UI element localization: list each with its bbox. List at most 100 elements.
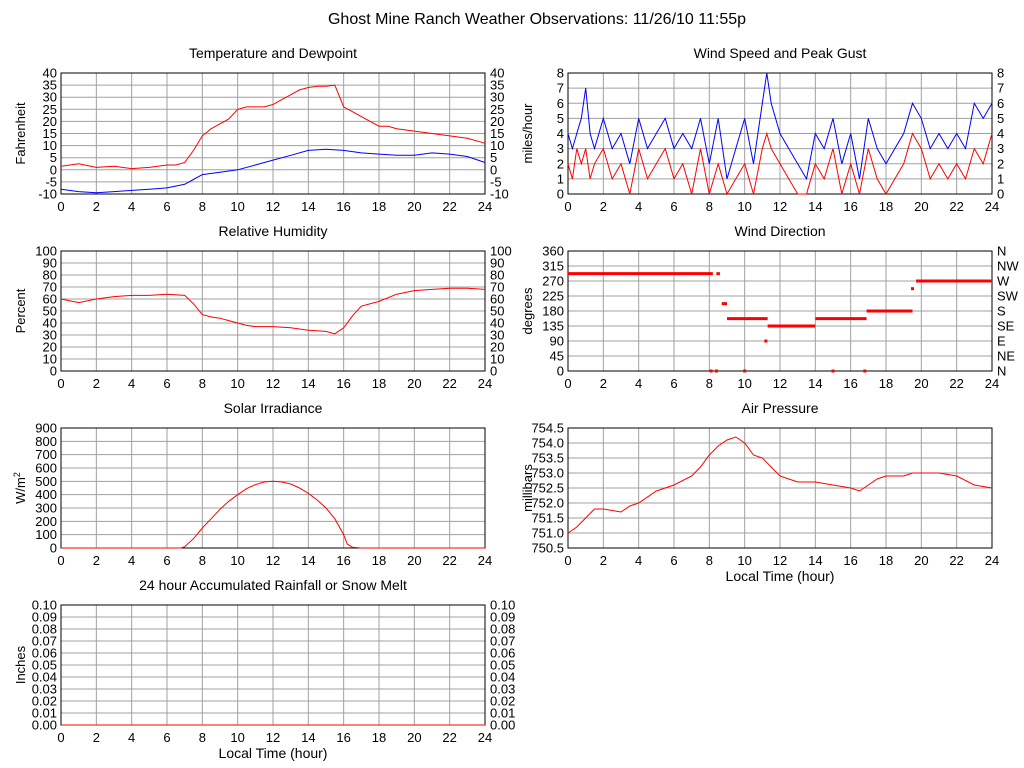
right-tick-label: 0	[490, 162, 497, 177]
y-tick-label: 3	[557, 141, 564, 156]
chart-title: Air Pressure	[741, 400, 818, 416]
x-tick-label: 4	[128, 553, 135, 568]
x-tick-label: 0	[57, 199, 64, 214]
x-tick-label: 8	[199, 730, 206, 745]
y-axis-label: W/m2	[12, 472, 28, 504]
y-tick-label: 30	[43, 328, 57, 343]
y-axis-label: degrees	[520, 287, 535, 334]
x-tick-label: 16	[843, 199, 857, 214]
x-tick-label: 16	[843, 553, 857, 568]
y-tick-label: 300	[35, 501, 57, 516]
y-tick-label: 5	[50, 150, 57, 165]
direction-point	[764, 339, 768, 343]
right-tick-label: N	[997, 364, 1006, 379]
x-tick-label: 10	[230, 553, 244, 568]
y-axis-label-superscript: 2	[12, 472, 22, 477]
x-tick-label: 16	[843, 376, 857, 391]
right-tick-label: E	[997, 334, 1006, 349]
plot-frame	[60, 427, 486, 549]
y-tick-label: 751.0	[531, 526, 564, 541]
y-tick-label: 45	[550, 349, 564, 364]
x-tick-label: 10	[230, 376, 244, 391]
series-line-0	[60, 287, 486, 335]
y-tick-label: 20	[43, 114, 57, 129]
x-tick-label: 6	[670, 376, 677, 391]
right-tick-label: 2	[997, 156, 1004, 171]
y-tick-label: 0.00	[32, 718, 57, 733]
x-tick-label: 0	[564, 553, 571, 568]
right-tick-label: 20	[490, 114, 504, 129]
y-tick-label: 0.02	[32, 694, 57, 709]
y-tick-label: 6	[557, 96, 564, 111]
x-tick-label: 0	[57, 730, 64, 745]
x-tick-label: 24	[478, 553, 492, 568]
right-tick-label: 1	[997, 171, 1004, 186]
right-tick-label: 30	[490, 90, 504, 105]
x-tick-label: 4	[128, 376, 135, 391]
x-tick-label: 24	[985, 553, 999, 568]
right-tick-label: 0.02	[490, 694, 515, 709]
series-line-1	[60, 148, 486, 194]
x-tick-label: 22	[949, 376, 963, 391]
y-tick-label: 10	[43, 352, 57, 367]
x-tick-label: 24	[478, 730, 492, 745]
x-tick-label: 12	[266, 199, 280, 214]
x-tick-label: 4	[128, 199, 135, 214]
x-tick-label: 4	[635, 199, 642, 214]
y-axis-label: millibars	[520, 464, 535, 512]
y-tick-label: 0.06	[32, 646, 57, 661]
x-tick-label: 14	[808, 376, 822, 391]
y-axis-label: miles/hour	[520, 103, 535, 164]
y-tick-label: 40	[43, 66, 57, 81]
right-tick-label: 7	[997, 81, 1004, 96]
x-tick-label: 14	[301, 730, 315, 745]
y-tick-label: 700	[35, 447, 57, 462]
y-tick-label: 5	[557, 111, 564, 126]
y-tick-label: 30	[43, 90, 57, 105]
y-tick-label: -5	[45, 174, 57, 189]
right-tick-label: 0.07	[490, 634, 515, 649]
y-tick-label: 754.5	[531, 421, 564, 436]
right-tick-label: 90	[490, 256, 504, 271]
right-tick-label: 0	[997, 187, 1004, 202]
y-tick-label: 754.0	[531, 436, 564, 451]
x-tick-label: 20	[914, 553, 928, 568]
y-tick-label: 750.5	[531, 541, 564, 556]
y-tick-label: 0	[557, 364, 564, 379]
y-tick-label: 15	[43, 126, 57, 141]
y-tick-label: 8	[557, 66, 564, 81]
direction-point	[863, 369, 867, 373]
y-axis-label: Fahrenheit	[13, 102, 28, 165]
y-axis-label: Percent	[13, 288, 28, 333]
y-tick-label: 70	[43, 280, 57, 295]
x-tick-label: 0	[57, 376, 64, 391]
x-tick-label: 14	[808, 553, 822, 568]
x-tick-label: 8	[706, 376, 713, 391]
direction-point	[709, 369, 713, 373]
x-tick-label: 12	[266, 553, 280, 568]
x-tick-label: 8	[706, 199, 713, 214]
y-tick-label: 2	[557, 156, 564, 171]
y-tick-label: 7	[557, 81, 564, 96]
x-tick-label: 2	[93, 376, 100, 391]
y-tick-label: 0.03	[32, 682, 57, 697]
x-tick-label: 22	[949, 199, 963, 214]
y-tick-label: 752.5	[531, 481, 564, 496]
y-tick-label: 0	[50, 541, 57, 556]
x-tick-label: 24	[478, 376, 492, 391]
x-tick-label: 22	[949, 553, 963, 568]
x-tick-label: 6	[163, 553, 170, 568]
right-tick-label: 40	[490, 66, 504, 81]
x-tick-label: 2	[600, 553, 607, 568]
right-tick-label: 0.08	[490, 622, 515, 637]
right-tick-label: 50	[490, 304, 504, 319]
right-tick-label: 30	[490, 328, 504, 343]
x-tick-label: 16	[336, 553, 350, 568]
y-tick-label: 180	[542, 304, 564, 319]
right-tick-label: 0.10	[490, 598, 515, 613]
chart-rain: 24 hour Accumulated Rainfall or Snow Mel…	[13, 577, 515, 761]
